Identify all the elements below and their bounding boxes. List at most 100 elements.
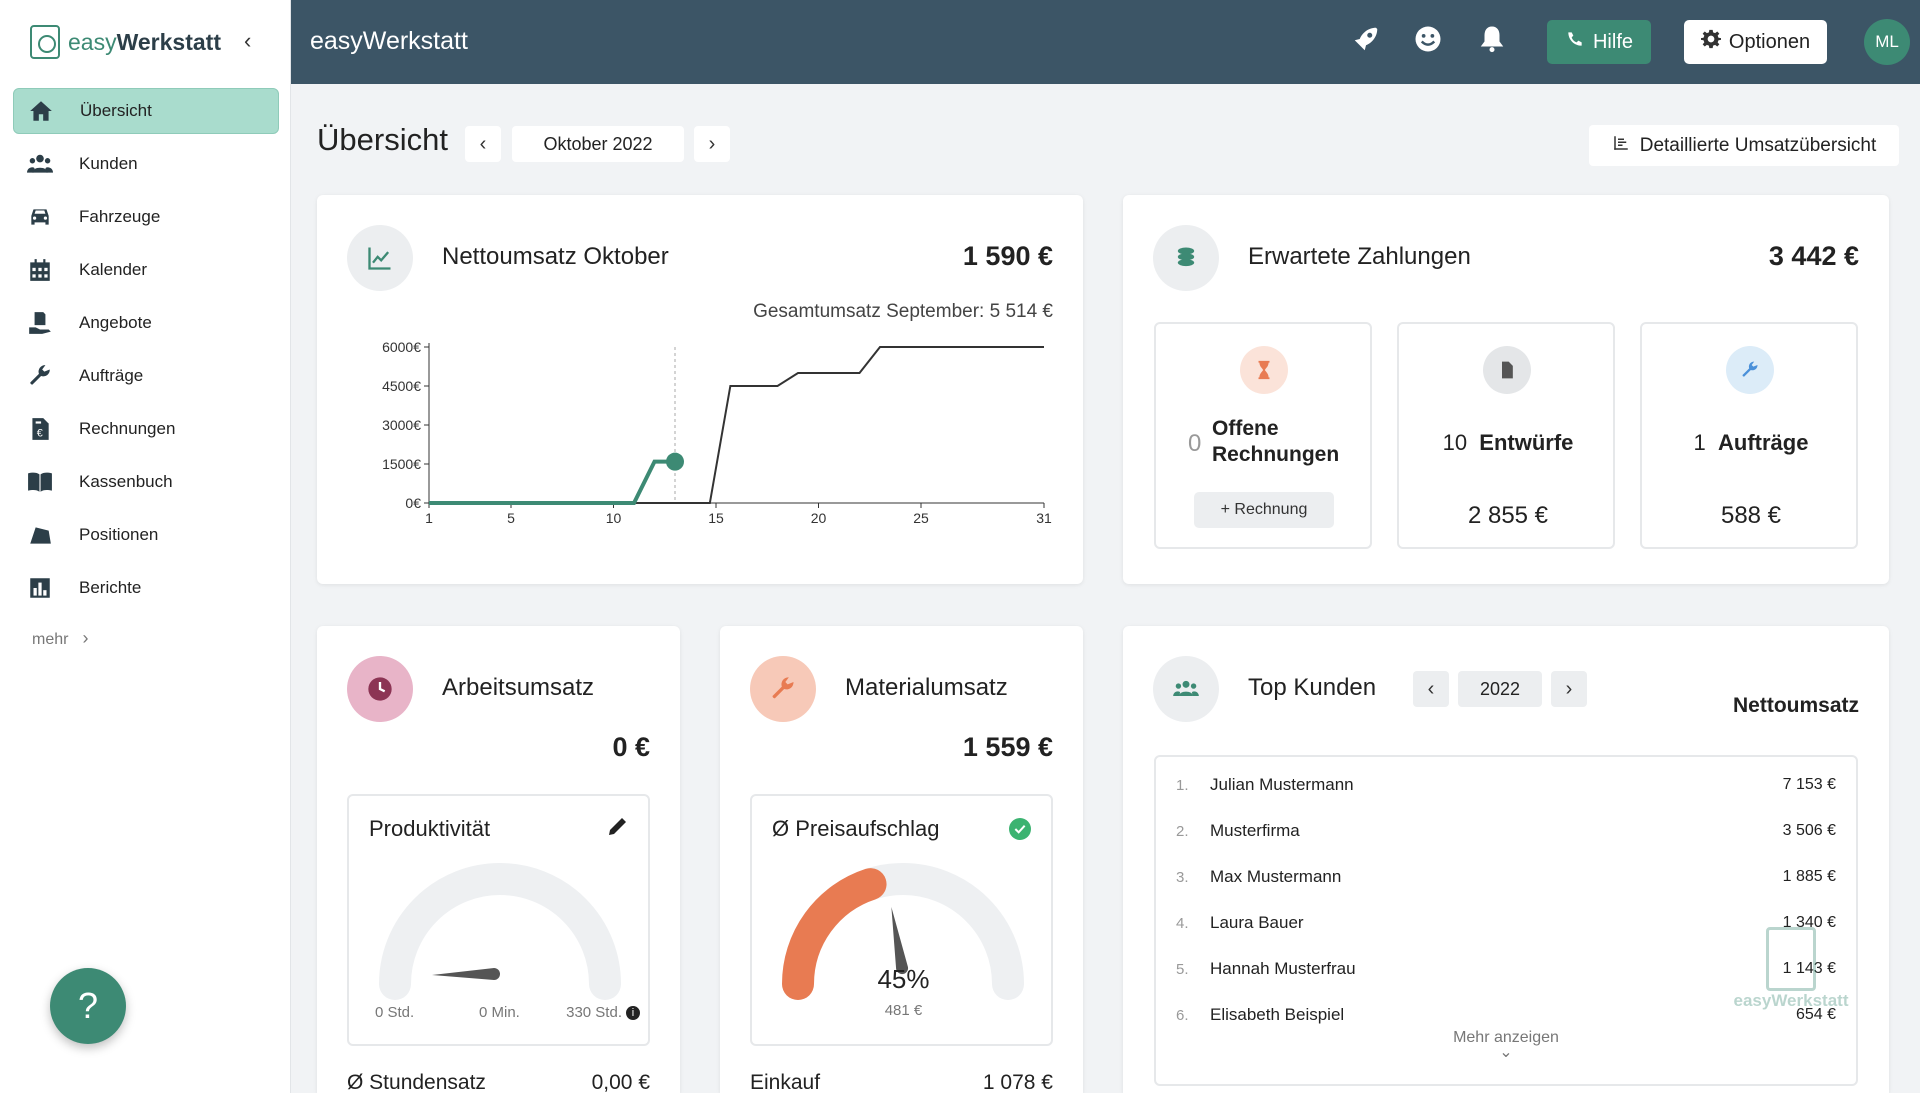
nettoumsatz-column-label: Nettoumsatz: [1732, 694, 1859, 717]
list-item[interactable]: 1. Julian Mustermann 7 153 €: [1176, 770, 1836, 800]
smiley-icon[interactable]: [1413, 24, 1447, 58]
hilfe-button[interactable]: Hilfe: [1547, 20, 1651, 64]
rank: 5.: [1176, 960, 1189, 978]
sidebar-item-angebote[interactable]: Angebote: [13, 300, 279, 346]
stundensatz-label: Ø Stundensatz: [347, 1071, 486, 1093]
next-year-button[interactable]: ›: [1551, 671, 1587, 707]
app-logo[interactable]: easyWerkstatt: [30, 22, 221, 62]
rank: 4.: [1176, 914, 1189, 932]
current-point: [666, 452, 684, 471]
prev-year-button[interactable]: ‹: [1413, 671, 1449, 707]
x-tick-label: 25: [913, 510, 929, 526]
series-line: [429, 459, 675, 505]
customer-value: 7 153 €: [1782, 776, 1836, 793]
entwuerfe-box[interactable]: 10 Entwürfe 2 855 €: [1397, 322, 1615, 549]
detailed-revenue-button[interactable]: Detaillierte Umsatzübersicht: [1589, 125, 1899, 166]
sidebar-item-label: Positionen: [79, 525, 159, 544]
sidebar-item-label: Übersicht: [80, 101, 152, 120]
chevron-down-icon: ⌄: [1499, 1044, 1513, 1061]
material-title: Materialumsatz: [845, 674, 1008, 701]
sidebar-item-uebersicht[interactable]: Übersicht: [13, 88, 279, 134]
sidebar-item-label: Angebote: [79, 313, 152, 332]
kunden-title: Top Kunden: [1248, 674, 1377, 701]
gauge-fill: [782, 868, 887, 1000]
sidebar-item-rechnungen[interactable]: € Rechnungen: [13, 406, 279, 452]
customer-value: 3 506 €: [1782, 822, 1836, 839]
top-kunden-card: Top Kunden ‹ 2022 › Nettoumsatz: [1123, 626, 1889, 1093]
netto-line-chart: 0€1500€3000€4500€6000€1 5 10 15 20 25 31: [382, 339, 1052, 526]
stundensatz-value: 0,00 €: [591, 1071, 650, 1093]
y-tick-label: 4500€: [382, 378, 421, 394]
sidebar-item-label: Berichte: [79, 578, 142, 597]
pencil-icon[interactable]: [606, 814, 630, 843]
page-title: Übersicht: [317, 122, 448, 157]
sidebar-item-kunden[interactable]: Kunden: [13, 141, 279, 187]
gauge-left-label: 0 Std.: [375, 1004, 415, 1021]
auftraege-line: 1 Aufträge: [1693, 430, 1809, 455]
entwuerfe-amount: 2 855 €: [1467, 502, 1549, 529]
collapse-sidebar-button[interactable]: ‹: [244, 28, 252, 53]
mehr-anzeigen-button[interactable]: Mehr anzeigen ⌄: [1156, 1029, 1856, 1061]
netto-value: 1 590 €: [962, 241, 1053, 271]
y-tick-label: 6000€: [382, 339, 421, 355]
sidebar-item-label: Aufträge: [79, 366, 144, 385]
month-display: Oktober 2022: [512, 126, 684, 162]
list-item[interactable]: 2. Musterfirma 3 506 €: [1176, 816, 1836, 846]
netto-subtitle: Gesamtumsatz September: 5 514 €: [753, 301, 1053, 322]
logo-text: easyWerkstatt: [68, 28, 221, 55]
customer-name: Musterfirma: [1210, 821, 1300, 840]
customer-value: 1 340 €: [1782, 914, 1836, 931]
clock-icon: [347, 656, 413, 722]
x-tick-label: 10: [606, 510, 622, 526]
customer-name: Max Mustermann: [1210, 867, 1342, 886]
help-fab-button[interactable]: ?: [50, 968, 126, 1044]
x-tick-label: 31: [1036, 510, 1052, 526]
sidebar-item-label: Kalender: [79, 260, 148, 279]
rocket-icon[interactable]: [1351, 24, 1385, 58]
preisaufschlag-box: Ø Preisaufschlag 45% 481 €: [750, 794, 1053, 1046]
offer-hand-icon: [25, 310, 55, 336]
y-tick-label: 1500€: [382, 456, 421, 472]
list-item[interactable]: 5. Hannah Musterfrau 1 143 €: [1176, 954, 1836, 984]
erwartete-title: Erwartete Zahlungen: [1248, 243, 1471, 270]
rank: 1.: [1176, 776, 1189, 794]
sidebar-item-berichte[interactable]: Berichte: [13, 565, 279, 611]
x-tick-label: 20: [811, 510, 827, 526]
sidebar-nav: Übersicht Kunden Fahrzeuge Kalender Ange…: [13, 88, 279, 618]
arbeit-title: Arbeitsumsatz: [442, 674, 595, 701]
wrench-icon: [25, 363, 55, 389]
customer-name: Hannah Musterfrau: [1210, 959, 1356, 978]
list-item[interactable]: 3. Max Mustermann 1 885 €: [1176, 862, 1836, 892]
bell-icon[interactable]: [1477, 24, 1511, 58]
check-icon: [1009, 818, 1031, 840]
sidebar-item-fahrzeuge[interactable]: Fahrzeuge: [13, 194, 279, 240]
info-icon[interactable]: i: [626, 1005, 640, 1020]
preisaufschlag-title: Ø Preisaufschlag: [772, 816, 940, 841]
add-rechnung-button[interactable]: + Rechnung: [1194, 492, 1334, 528]
y-tick-label: 0€: [405, 495, 421, 511]
list-chart-icon: [1612, 134, 1630, 158]
optionen-button[interactable]: Optionen: [1684, 20, 1827, 64]
tag-icon: [25, 522, 55, 548]
hourglass-icon: [1240, 346, 1288, 394]
offene-rechnungen-box[interactable]: 0 Offene Rechnungen + Rechnung: [1154, 322, 1372, 549]
svg-text:€: €: [37, 428, 43, 440]
sidebar-more-button[interactable]: mehr ›: [32, 628, 89, 648]
sidebar-item-kassenbuch[interactable]: Kassenbuch: [13, 459, 279, 505]
auftraege-box[interactable]: 1 Aufträge 588 €: [1640, 322, 1858, 549]
sidebar-item-positionen[interactable]: Positionen: [13, 512, 279, 558]
list-item[interactable]: 6. Elisabeth Beispiel 654 €: [1176, 1000, 1836, 1030]
users-icon: [1153, 656, 1219, 722]
list-item[interactable]: 4. Laura Bauer 1 340 €: [1176, 908, 1836, 938]
sidebar-item-label: Fahrzeuge: [79, 207, 161, 226]
einkauf-label: Einkauf: [750, 1071, 821, 1093]
sidebar-item-kalender[interactable]: Kalender: [13, 247, 279, 293]
produktivitaet-box: Produktivität 0 Std. 0 Min. 330 Std. i: [347, 794, 650, 1046]
x-tick-label: 5: [507, 510, 515, 526]
user-avatar[interactable]: ML: [1864, 19, 1910, 65]
book-icon: [25, 469, 55, 495]
prev-month-button[interactable]: ‹: [465, 126, 501, 162]
sidebar-item-auftraege[interactable]: Aufträge: [13, 353, 279, 399]
next-month-button[interactable]: ›: [694, 126, 730, 162]
gauge-amount: 481 €: [884, 1002, 923, 1019]
